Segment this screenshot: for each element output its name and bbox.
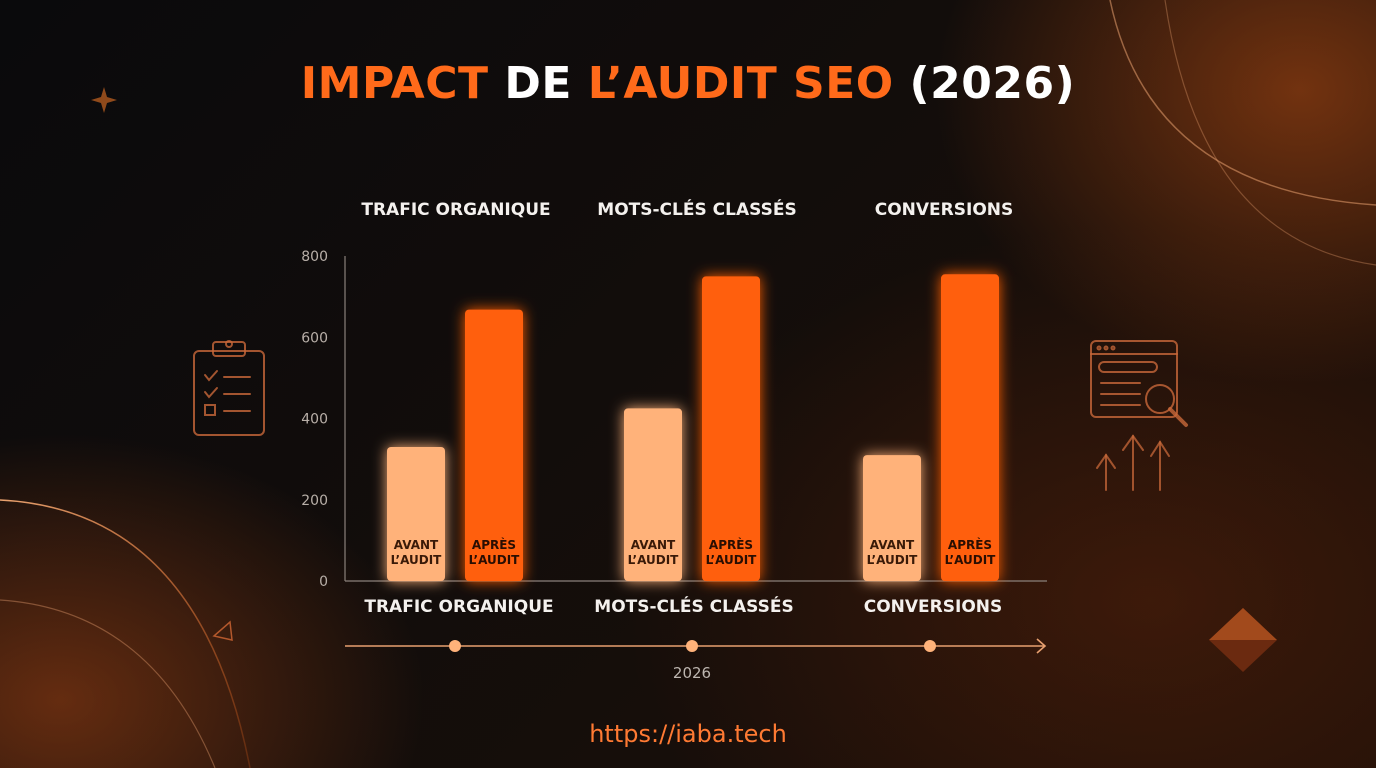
category-header-mots-cles: MOTS-CLÉS CLASSÉS <box>597 200 797 220</box>
category-label-conversions: CONVERSIONS <box>863 597 1003 617</box>
category-label-trafic: TRAFIC ORGANIQUE <box>364 597 554 617</box>
y-tick-label: 200 <box>301 493 328 509</box>
sparkle-icon <box>91 87 117 113</box>
bar-apres <box>465 309 523 581</box>
bar-label: APRÈS <box>948 537 992 552</box>
decorative-arc-bottom-left-outer <box>0 599 216 768</box>
category-header-conversions: CONVERSIONS <box>874 200 1014 220</box>
timeline-year-label: 2026 <box>672 664 712 682</box>
timeline-dot <box>924 640 936 652</box>
bar-avant <box>387 446 445 581</box>
y-tick-label: 600 <box>301 330 328 346</box>
bar-label: L’AUDIT <box>867 553 919 567</box>
browser-search-icon <box>1090 340 1188 427</box>
bar-avant <box>624 408 682 581</box>
bar-label: L’AUDIT <box>391 553 443 567</box>
bar-label: AVANT <box>870 538 915 552</box>
bar-avant <box>863 455 921 581</box>
bar-label: L’AUDIT <box>945 553 997 567</box>
growth-arrows-icon <box>1096 434 1170 491</box>
category-header-trafic: TRAFIC ORGANIQUE <box>361 200 551 220</box>
clipboard-checklist-icon <box>193 340 265 436</box>
bar-label: L’AUDIT <box>469 553 521 567</box>
triangle-icon <box>212 620 233 641</box>
bar-label: L’AUDIT <box>628 553 680 567</box>
bar-label: AVANT <box>631 538 676 552</box>
decorative-arc-bottom-left <box>0 499 251 768</box>
bar-series: AVANTL’AUDITAPRÈSL’AUDITAVANTL’AUDITAPRÈ… <box>387 274 999 581</box>
chart-title: IMPACT DE L’AUDIT SEO (2026) <box>0 58 1376 109</box>
bar-label: L’AUDIT <box>706 553 758 567</box>
bar-label: AVANT <box>394 538 439 552</box>
decorative-arc-top-right <box>1109 0 1376 206</box>
bar-label: APRÈS <box>709 537 753 552</box>
footer-url-link[interactable]: https://iaba.tech <box>589 720 787 748</box>
bar-label: APRÈS <box>472 537 516 552</box>
y-tick-label: 0 <box>319 574 328 590</box>
title-part-year: (2026) <box>909 58 1076 109</box>
bar-apres <box>702 276 760 581</box>
timeline-arrow-head <box>1036 638 1047 654</box>
y-tick-label: 800 <box>301 249 328 265</box>
timeline-dot <box>449 640 461 652</box>
category-label-mots-cles: MOTS-CLÉS CLASSÉS <box>594 597 794 617</box>
decorative-arc-top-right-outer <box>1164 0 1376 266</box>
title-part-audit: L’AUDIT SEO <box>587 58 894 109</box>
timeline-dot <box>686 640 698 652</box>
y-tick-label: 400 <box>301 412 328 428</box>
y-tick-labels: 0 200 400 600 800 <box>301 249 328 590</box>
bar-apres <box>941 274 999 581</box>
title-part-impact: IMPACT <box>300 58 489 109</box>
title-part-de: DE <box>504 58 572 109</box>
diamond-icon <box>1209 608 1277 672</box>
